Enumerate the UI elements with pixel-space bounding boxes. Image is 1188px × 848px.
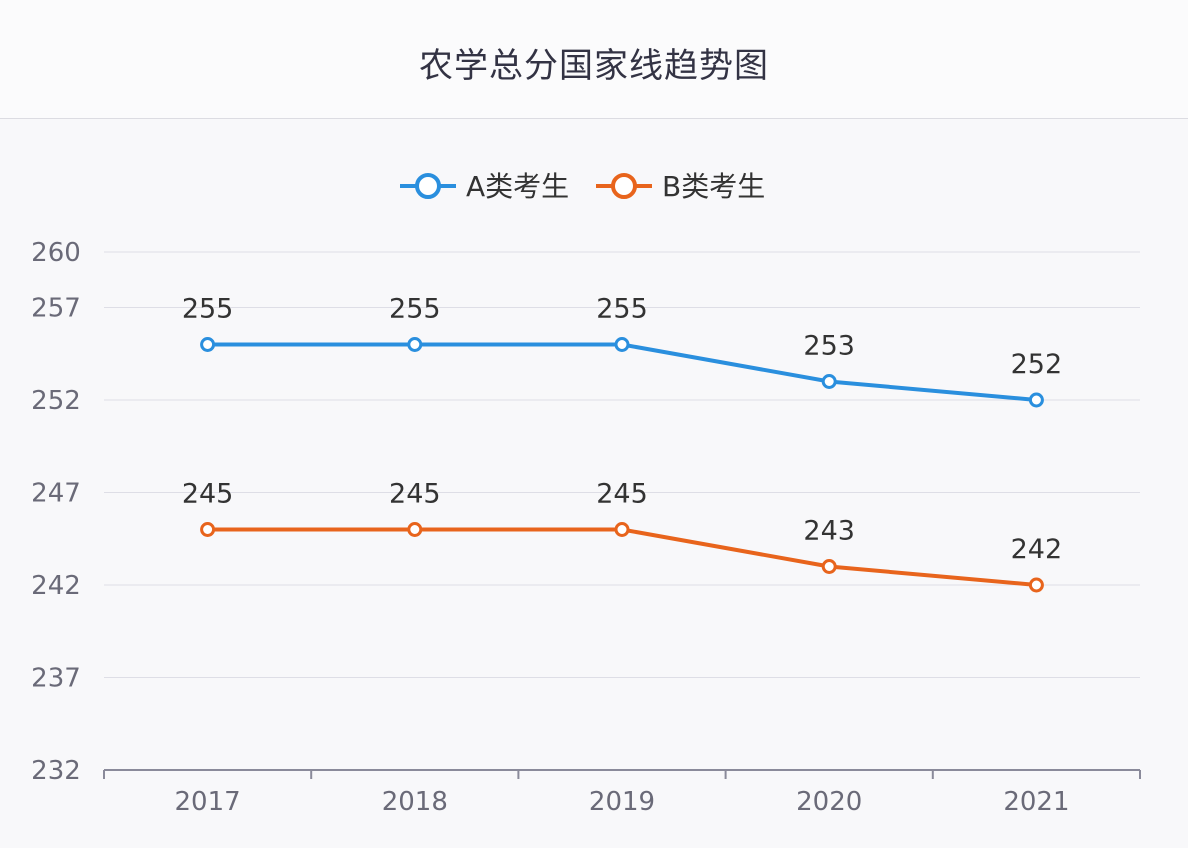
data-label: 242: [1011, 534, 1063, 565]
legend-marker-icon: [611, 173, 637, 199]
chart-title: 农学总分国家线趋势图: [419, 46, 769, 86]
data-label: 245: [389, 479, 441, 510]
y-tick-label: 252: [31, 386, 81, 416]
data-point: [200, 522, 216, 537]
y-axis: 260 257 252 247 242 237 232: [31, 238, 81, 786]
series-line: [207, 527, 1037, 587]
x-tick-label: 2018: [382, 787, 448, 817]
data-label: 243: [803, 516, 855, 547]
chart-header: 农学总分国家线趋势图: [0, 0, 1188, 119]
y-tick-label: 247: [31, 479, 81, 509]
legend-item: A类考生: [400, 170, 569, 203]
x-tick-label: 2020: [796, 787, 862, 817]
grid-lines: [104, 251, 1140, 678]
data-point: [1028, 577, 1044, 593]
legend-label: A类考生: [466, 170, 569, 203]
data-label: 252: [1011, 349, 1063, 380]
series-line: [207, 342, 1037, 402]
data-label: 245: [596, 479, 648, 510]
data-point: [614, 522, 630, 537]
y-tick-label: 257: [31, 294, 81, 324]
y-tick-label: 237: [31, 664, 81, 694]
legend-item: B类考生: [596, 170, 765, 203]
x-tick-label: 2021: [1003, 787, 1069, 817]
legend-marker-icon: [415, 173, 441, 199]
data-label: 253: [803, 331, 855, 362]
series-group: 255 255 255 253 252 245 245 245 243 242: [182, 294, 1063, 593]
legend-label: B类考生: [662, 170, 765, 203]
legend: A类考生 B类考生: [400, 170, 765, 203]
data-point: [407, 522, 423, 537]
data-label: 245: [182, 479, 234, 510]
data-point: [821, 559, 837, 574]
y-tick-label: 232: [31, 756, 81, 786]
x-axis: 2017 2018 2019 2020 2021: [103, 769, 1141, 817]
series-b: 245 245 245 243 242: [182, 479, 1063, 593]
data-point: [1028, 392, 1044, 408]
data-label: 255: [596, 294, 648, 325]
data-point: [407, 337, 423, 352]
series-a: 255 255 255 253 252: [182, 294, 1063, 408]
data-point: [821, 374, 837, 389]
data-label: 255: [182, 294, 234, 325]
data-point: [614, 337, 630, 352]
data-point: [200, 337, 216, 352]
y-tick-label: 242: [31, 571, 81, 601]
y-tick-label: 260: [31, 238, 81, 268]
data-label: 255: [389, 294, 441, 325]
x-tick-label: 2017: [175, 787, 241, 817]
x-tick-label: 2019: [589, 787, 655, 817]
